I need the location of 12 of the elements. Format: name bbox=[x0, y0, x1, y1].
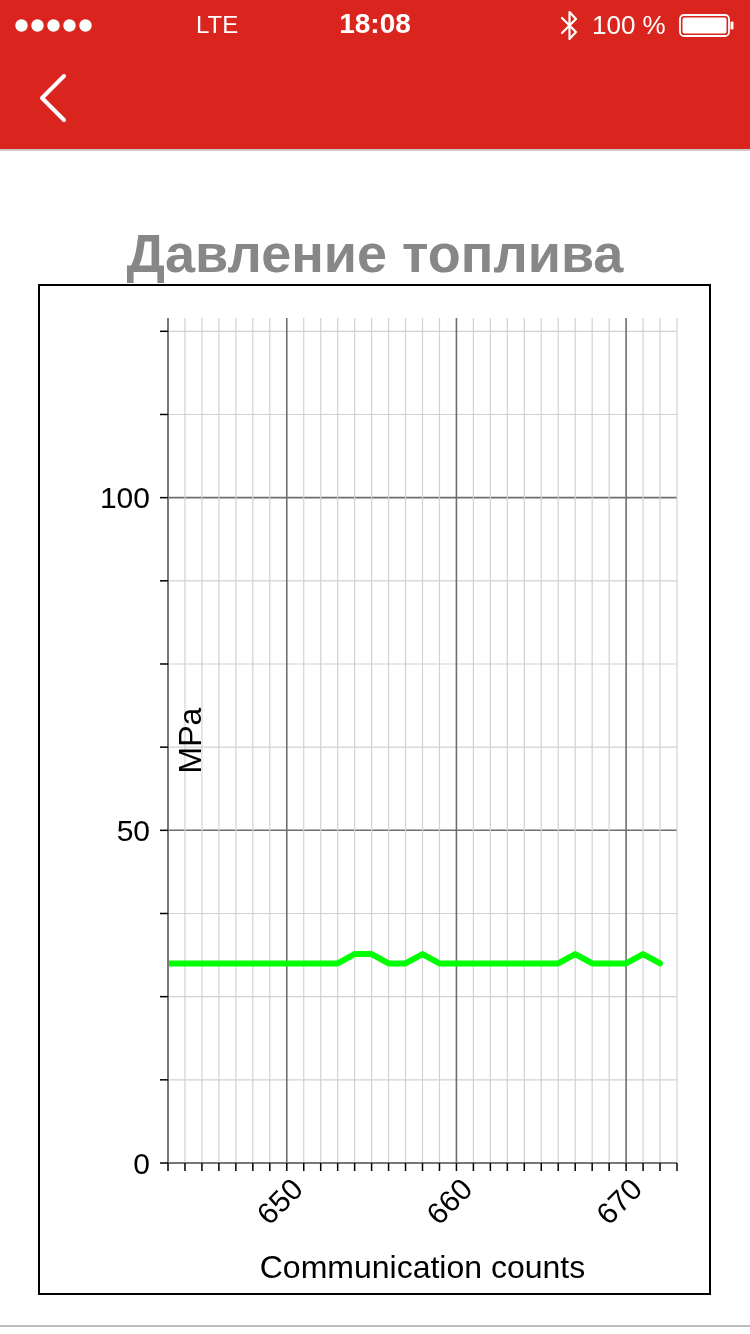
text: LTE bbox=[196, 11, 239, 38]
x-tick-label: 650 bbox=[250, 1171, 310, 1231]
y-tick-label: 50 bbox=[116, 813, 150, 847]
x-axis-title: Communication counts bbox=[259, 1249, 586, 1285]
x-tick-label: 660 bbox=[419, 1171, 479, 1231]
y-tick-label: 0 bbox=[133, 1146, 150, 1180]
text: 18:08 bbox=[339, 8, 411, 39]
x-tick-label: 670 bbox=[589, 1171, 649, 1231]
text: 100 % bbox=[592, 10, 666, 40]
y-axis-title: MPa bbox=[172, 707, 208, 774]
chart-title: Давление топлива bbox=[126, 223, 624, 283]
y-tick-label: 100 bbox=[99, 481, 150, 515]
